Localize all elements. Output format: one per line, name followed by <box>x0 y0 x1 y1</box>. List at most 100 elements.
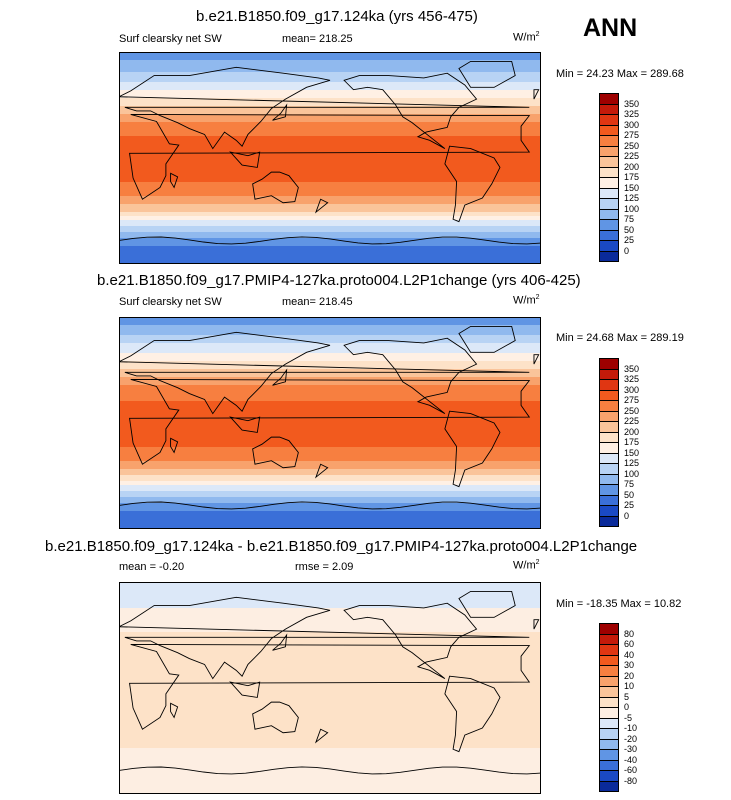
map-band <box>119 136 541 139</box>
map-band <box>119 230 541 233</box>
map-band <box>119 495 541 498</box>
map-band <box>119 497 541 500</box>
map-band <box>119 666 541 669</box>
map-band <box>119 349 541 352</box>
map-band <box>119 92 541 95</box>
map-band <box>119 477 541 480</box>
coastline <box>533 354 540 365</box>
map-band <box>119 650 541 653</box>
map-band <box>119 210 541 213</box>
map-band <box>119 224 541 227</box>
map-band <box>119 521 541 524</box>
map-band <box>119 383 541 386</box>
map-band <box>119 586 541 589</box>
colorbar-tick-label: 125 <box>624 193 640 203</box>
map-band <box>119 64 541 67</box>
map-band <box>119 363 541 366</box>
map-band <box>119 52 541 55</box>
map-band <box>119 333 541 336</box>
map-band <box>119 788 541 791</box>
colorbar-tick-label: 225 <box>624 416 640 426</box>
map-band <box>119 451 541 454</box>
map-band <box>119 146 541 149</box>
map-band <box>119 128 541 131</box>
map-band <box>119 138 541 141</box>
map-band <box>119 389 541 392</box>
map-band <box>119 331 541 334</box>
panel3-minmax: Min = -18.35 Max = 10.82 <box>556 598 682 610</box>
map-band <box>119 656 541 659</box>
map-band <box>119 341 541 344</box>
map-band <box>119 513 541 516</box>
colorbar-tick-label: 200 <box>624 161 640 172</box>
map-band <box>119 730 541 733</box>
map-band <box>119 598 541 601</box>
coastline <box>343 602 478 679</box>
map-band <box>119 710 541 713</box>
panel1-map <box>119 52 541 264</box>
map-band <box>119 80 541 83</box>
map-band <box>119 212 541 215</box>
map-band <box>119 784 541 787</box>
map-band <box>119 86 541 89</box>
map-band <box>119 678 541 681</box>
map-band <box>119 178 541 181</box>
coastline <box>119 596 530 680</box>
map-band <box>119 702 541 705</box>
map-band <box>119 459 541 462</box>
colorbar-tick-label: 350 <box>624 98 640 109</box>
map-band <box>119 668 541 671</box>
map-band <box>119 662 541 665</box>
coastline <box>129 378 531 465</box>
colorbar-tick-label: -5 <box>624 712 633 723</box>
map-band <box>119 758 541 761</box>
map-band <box>119 590 541 593</box>
colorbar-swatch <box>599 250 619 262</box>
map-band <box>119 369 541 372</box>
colorbar-tick-label: 0 <box>624 245 630 256</box>
colorbar-tick-label: 200 <box>624 426 640 437</box>
map-band <box>119 443 541 446</box>
coastline <box>272 368 288 386</box>
map-band <box>119 744 541 747</box>
map-band <box>119 594 541 597</box>
panel1-units: W/m2 <box>513 31 540 44</box>
map-band <box>119 712 541 715</box>
coastline <box>444 675 501 753</box>
map-band <box>119 158 541 161</box>
map-band <box>119 66 541 69</box>
map-band <box>119 122 541 125</box>
map-band <box>119 68 541 71</box>
map-band <box>119 252 541 255</box>
map-frame <box>119 317 541 529</box>
map-band <box>119 786 541 789</box>
map-band <box>119 441 541 444</box>
map-band <box>119 180 541 183</box>
map-band <box>119 676 541 679</box>
map-band <box>119 714 541 717</box>
map-band <box>119 437 541 440</box>
map-band <box>119 457 541 460</box>
map-band <box>119 720 541 723</box>
map-band <box>119 236 541 239</box>
map-band <box>119 337 541 340</box>
map-band <box>119 696 541 699</box>
map-band <box>119 373 541 376</box>
coastline <box>314 728 329 744</box>
map-band <box>119 455 541 458</box>
coastline <box>533 89 540 100</box>
map-band <box>119 453 541 456</box>
map-band <box>119 608 541 611</box>
map-band <box>119 652 541 655</box>
coastline <box>458 590 516 618</box>
season-label: ANN <box>583 14 638 42</box>
map-band <box>119 421 541 424</box>
map-band <box>119 355 541 358</box>
map-band <box>119 756 541 759</box>
map-band <box>119 632 541 635</box>
map-band <box>119 628 541 631</box>
map-band <box>119 698 541 701</box>
coastline <box>314 463 329 479</box>
map-band <box>119 58 541 61</box>
coastline <box>533 619 540 630</box>
